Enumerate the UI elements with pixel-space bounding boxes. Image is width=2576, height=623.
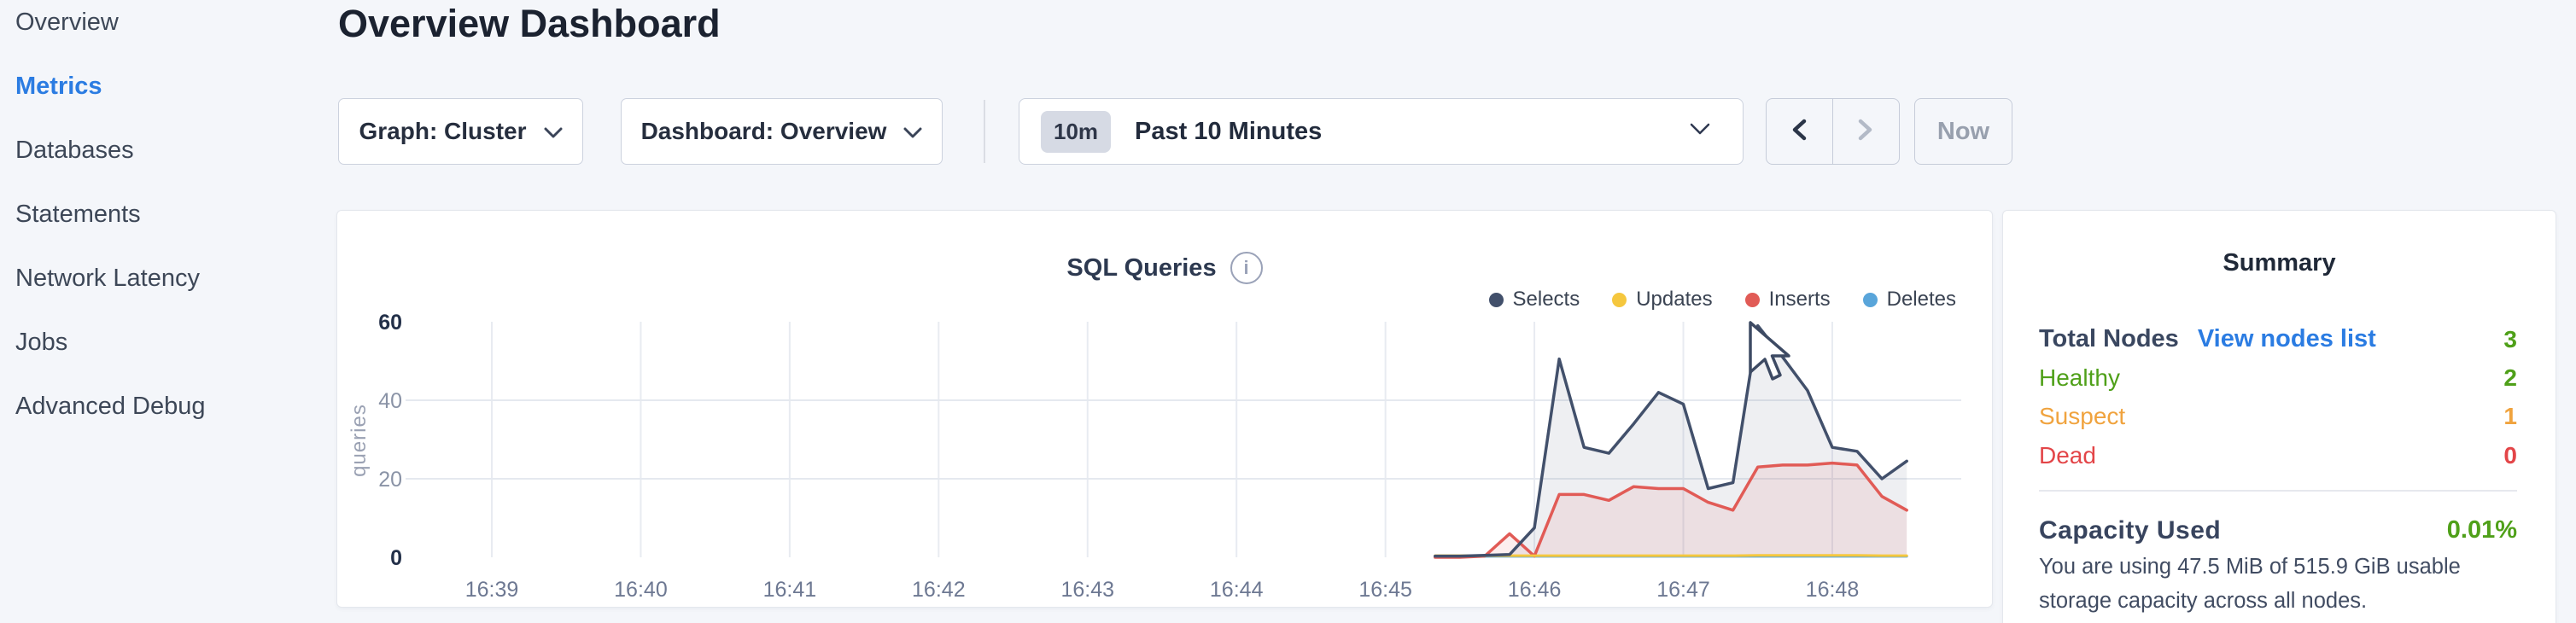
legend-dot — [1862, 292, 1878, 307]
summary-panel: Summary Total Nodes View nodes list 3 He… — [2002, 210, 2556, 623]
series-line-inserts — [1434, 461, 1908, 559]
toolbar-divider — [984, 100, 985, 163]
sidebar-item-databases[interactable]: Databases — [15, 137, 134, 164]
graph-scope-dropdown[interactable]: Graph: Cluster — [338, 98, 583, 165]
dead-value: 0 — [2503, 441, 2517, 469]
now-button[interactable]: Now — [1914, 98, 2012, 165]
dead-label: Dead — [2039, 441, 2096, 469]
x-axis-label: 16:42 — [912, 578, 966, 602]
view-nodes-list-link[interactable]: View nodes list — [2197, 325, 2376, 353]
dashboard-dropdown[interactable]: Dashboard: Overview — [621, 98, 943, 165]
x-axis-label: 16:47 — [1656, 578, 1710, 602]
chevron-left-icon — [1791, 119, 1807, 145]
legend-dot — [1744, 292, 1760, 307]
sidebar-item-jobs[interactable]: Jobs — [15, 329, 68, 356]
y-axis-label: 60 — [378, 311, 402, 335]
total-nodes-label: Total Nodes — [2039, 325, 2179, 353]
summary-row-total-nodes: Total Nodes View nodes list 3 — [2039, 320, 2517, 358]
chart-title: SQL Queries — [1066, 253, 1217, 282]
x-axis-label: 16:44 — [1210, 578, 1264, 602]
chart-legend: Selects Updates Inserts Deletes — [1488, 288, 1956, 312]
legend-dot — [1488, 292, 1504, 307]
time-range-badge: 10m — [1041, 110, 1112, 153]
time-window-stepper — [1766, 98, 1900, 165]
legend-dot — [1612, 292, 1627, 307]
healthy-label: Healthy — [2039, 364, 2120, 391]
graph-scope-dropdown-label: Graph: Cluster — [359, 118, 527, 144]
sidebar-item-metrics[interactable]: Metrics — [15, 73, 102, 100]
chevron-down-icon — [903, 118, 922, 145]
x-axis-label: 16:45 — [1358, 578, 1412, 602]
summary-row-suspect: Suspect 1 — [2039, 398, 2517, 436]
chevron-down-icon — [1690, 123, 1710, 140]
sidebar-item-statements[interactable]: Statements — [15, 201, 141, 228]
x-axis-label: 16:41 — [763, 578, 817, 602]
legend-item-selects: Selects — [1488, 288, 1580, 312]
x-axis-label: 16:40 — [614, 578, 668, 602]
sql-queries-card: SQL Queries i Selects Updates Inserts Delet… — [336, 210, 1993, 608]
total-nodes-value: 3 — [2503, 325, 2517, 352]
legend-label: Inserts — [1768, 288, 1831, 311]
capacity-used-value: 0.01% — [2446, 516, 2517, 544]
x-axis-label: 16:46 — [1508, 578, 1562, 602]
series-line-selects — [1434, 323, 1908, 558]
chevron-right-icon — [1858, 119, 1873, 145]
chevron-down-icon — [544, 118, 563, 145]
series-fill-inserts — [1434, 463, 1907, 557]
y-axis-label: 40 — [378, 389, 402, 413]
legend-item-updates: Updates — [1612, 288, 1713, 312]
y-axis-label: 0 — [390, 546, 402, 570]
summary-row-healthy: Healthy 2 — [2039, 358, 2517, 397]
legend-item-deletes: Deletes — [1862, 288, 1956, 312]
series-fill-selects — [1434, 325, 1907, 557]
previous-time-window-button[interactable] — [1767, 99, 1833, 164]
suspect-value: 1 — [2503, 403, 2517, 430]
legend-label: Selects — [1512, 288, 1580, 311]
sidebar-item-network-latency[interactable]: Network Latency — [15, 265, 200, 292]
page-title: Overview Dashboard — [338, 2, 721, 45]
sql-queries-chart[interactable]: 16:39 16:40 16:41 16:42 16:43 16:44 16:45 16:46… — [337, 211, 1994, 608]
capacity-used-label: Capacity Used — [2039, 515, 2222, 544]
legend-label: Deletes — [1886, 288, 1956, 311]
y-axis-title: queries — [348, 404, 371, 477]
sidebar: Overview Metrics Databases Statements Ne… — [15, 0, 306, 439]
summary-row-dead: Dead 0 — [2039, 436, 2517, 475]
legend-item-inserts: Inserts — [1744, 288, 1831, 312]
suspect-label: Suspect — [2039, 403, 2126, 430]
capacity-description: You are using 47.5 MiB of 515.9 GiB usab… — [2039, 555, 2461, 613]
dashboard-dropdown-label: Dashboard: Overview — [640, 118, 887, 144]
time-range-label: Past 10 Minutes — [1135, 117, 1323, 145]
healthy-value: 2 — [2503, 364, 2517, 391]
legend-label: Updates — [1636, 288, 1713, 311]
summary-divider — [2039, 490, 2517, 492]
x-axis-label: 16:39 — [465, 578, 519, 602]
x-axis-label: 16:48 — [1806, 578, 1860, 602]
summary-title: Summary — [2223, 249, 2336, 277]
sidebar-item-overview[interactable]: Overview — [15, 9, 119, 36]
x-axis-label: 16:43 — [1060, 578, 1114, 602]
info-icon[interactable]: i — [1230, 252, 1263, 284]
sidebar-item-advanced-debug[interactable]: Advanced Debug — [15, 393, 206, 420]
next-time-window-button[interactable] — [1833, 99, 1900, 164]
y-axis-label: 20 — [378, 468, 402, 492]
time-range-picker[interactable]: 10m Past 10 Minutes — [1019, 98, 1744, 165]
